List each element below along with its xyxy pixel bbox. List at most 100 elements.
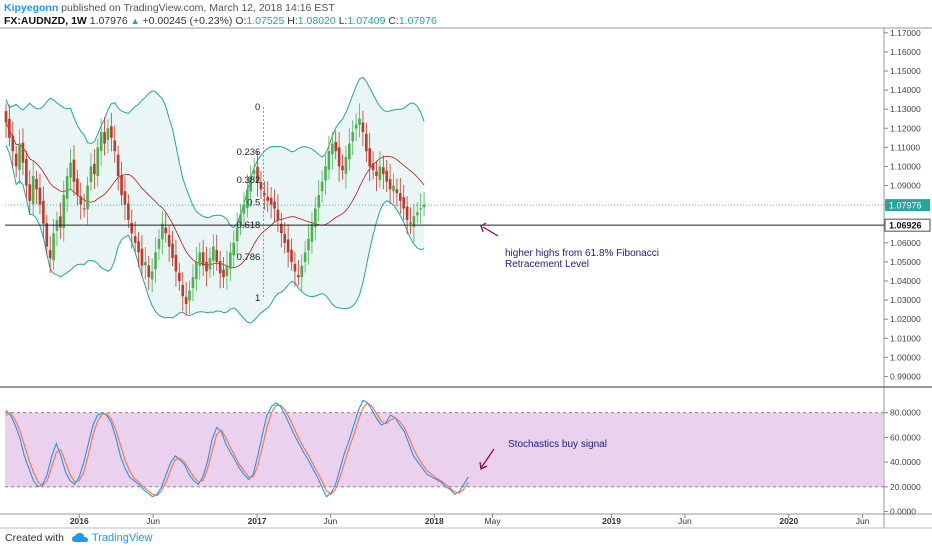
symbol-label[interactable]: FX:AUDNZD, 1W <box>4 15 87 27</box>
candle-body <box>164 227 168 234</box>
footer: Created with TradingView <box>5 529 153 547</box>
candle-body <box>72 159 76 182</box>
candle-body <box>368 148 372 167</box>
candle-body <box>212 246 215 261</box>
candle-body <box>184 297 188 304</box>
candle-body <box>317 195 321 208</box>
tradingview-brand[interactable]: TradingView <box>91 532 153 544</box>
tradingview-logo-icon <box>71 533 88 542</box>
candle-body <box>392 185 395 192</box>
stochastic-band-fill <box>5 412 884 487</box>
candle-body <box>144 261 147 266</box>
candle-body <box>334 141 338 152</box>
candle-body <box>293 263 297 272</box>
candle-body <box>361 122 365 133</box>
chart-header: Kipyegonn published on TradingView.com, … <box>4 2 904 28</box>
candle-body <box>310 223 314 242</box>
price-axis-tick: 1.05000 <box>890 257 921 267</box>
candle-body <box>331 143 334 155</box>
candle-body <box>89 166 93 183</box>
annotation-arrowhead-icon <box>480 222 487 233</box>
published-text: published on TradingView.com, March 12, … <box>61 2 335 14</box>
price-axis-tick: 1.09000 <box>890 181 921 191</box>
candle-body <box>280 223 283 234</box>
price-axis-tick: 1.14000 <box>890 85 921 95</box>
price-axis-tick: 1.17000 <box>890 28 921 38</box>
price-axis-tick: 1.10000 <box>890 161 921 171</box>
candle-body <box>382 167 385 175</box>
candle-body <box>399 193 402 201</box>
candle-body <box>348 143 351 160</box>
stochastic-annotation: Stochastics buy signal <box>508 439 607 450</box>
candle-body <box>252 170 256 174</box>
candle-body <box>283 234 287 243</box>
price-axis-tick: 1.00000 <box>890 352 921 362</box>
time-axis-tick: 2020 <box>779 516 798 526</box>
price-axis-tick: 1.11000 <box>890 142 920 152</box>
candle-body <box>133 236 137 243</box>
candle-body <box>419 208 423 210</box>
price-annotation-line2: Retracement Level <box>505 259 589 270</box>
high-value: 1.08020 <box>297 15 336 27</box>
candle-body <box>297 275 300 278</box>
candle-body <box>150 271 154 280</box>
candle-body <box>201 252 205 266</box>
open-label: O: <box>235 15 247 27</box>
candle-body <box>276 209 280 220</box>
candle-body <box>28 184 32 201</box>
time-axis-tick: 2019 <box>602 516 621 526</box>
candle-body <box>371 163 375 171</box>
candle-body <box>320 181 324 192</box>
candle-body <box>337 147 341 167</box>
stochastic-axis-tick: 20.0000 <box>890 482 921 492</box>
candle-body <box>130 223 134 234</box>
candle-body <box>18 143 21 170</box>
candle-body <box>225 265 229 276</box>
candle-body <box>378 166 382 180</box>
candle-body <box>303 252 307 263</box>
candle-body <box>229 252 232 269</box>
candle-body <box>82 208 86 210</box>
candle-body <box>208 258 212 270</box>
candle-body <box>127 203 130 220</box>
price-axis-tick: 1.12000 <box>890 123 921 133</box>
last-price-tag-text: 1.07976 <box>889 201 922 211</box>
fibonacci-level-label: 0 <box>255 102 260 113</box>
candle-body <box>52 233 55 261</box>
price-axis-tick: 1.15000 <box>890 66 921 76</box>
candle-body <box>113 140 117 152</box>
candle-body <box>181 284 185 297</box>
candle-body <box>65 176 69 199</box>
price-axis-tick: 1.01000 <box>890 333 921 343</box>
candle-body <box>11 135 15 152</box>
bollinger-bands <box>5 76 425 324</box>
candle-body <box>222 269 225 278</box>
candle-body <box>412 216 416 228</box>
price-axis-tick: 1.06000 <box>890 238 921 248</box>
candle-body <box>31 176 35 204</box>
candle-body <box>246 189 249 209</box>
candle-body <box>188 290 191 301</box>
candle-body <box>269 197 273 205</box>
candle-body <box>167 234 171 247</box>
candle-body <box>263 193 266 196</box>
time-axis-tick: Jun <box>146 516 160 526</box>
candle-body <box>341 166 344 171</box>
candle-body <box>79 196 83 205</box>
level-price-tag-text: 1.06926 <box>889 221 922 231</box>
time-axis-tick: Jun <box>856 516 870 526</box>
time-axis-tick: Jun <box>324 516 338 526</box>
candle-body <box>116 154 120 176</box>
annotation-arrow-icon <box>482 226 499 237</box>
last-price-tag-bg <box>885 199 930 212</box>
candle-body <box>300 265 304 278</box>
candle-body <box>324 166 327 181</box>
price-annotation-line1: higher highs from 61.8% Fibonacci <box>505 248 659 259</box>
candle-body <box>385 170 389 182</box>
candle-body <box>375 171 378 176</box>
author-link[interactable]: Kipyegonn <box>4 2 59 14</box>
level-price-tag-bg <box>884 218 931 232</box>
bollinger-lower-band <box>5 145 425 324</box>
candle-body <box>62 195 66 228</box>
